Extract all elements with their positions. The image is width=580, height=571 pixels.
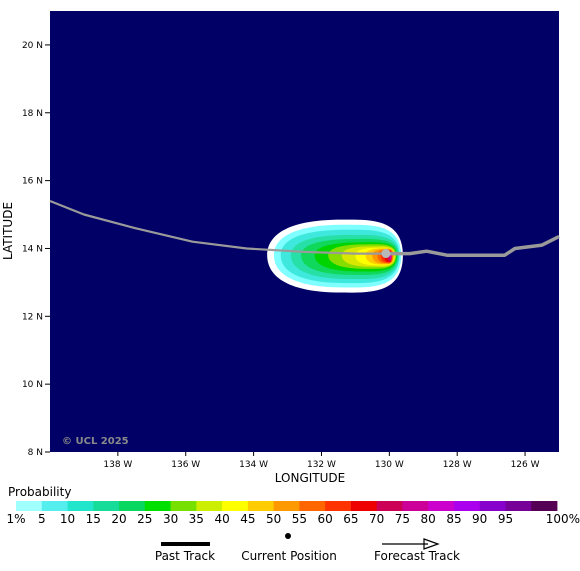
legend-swatch xyxy=(376,501,403,511)
probability-field xyxy=(267,219,403,293)
legend-swatch xyxy=(16,501,43,511)
longitude-ticks: 138 W 136 W 134 W 132 W 130 W 128 W 126 W xyxy=(103,452,540,470)
lon-tick-label: 132 W xyxy=(307,460,336,470)
legend-swatch xyxy=(299,501,326,511)
map-panel: © UCL 2025 xyxy=(49,11,560,452)
legend-bin-labels: 1% 5 10 15 20 25 30 35 40 45 50 55 60 65 70 75 80 85 90 95 1… xyxy=(6,512,580,526)
legend-bin-label: 70 xyxy=(369,512,384,526)
legend-bin-label: 25 xyxy=(137,512,152,526)
lon-tick-label: 134 W xyxy=(239,460,268,470)
legend-bin-label: 100% xyxy=(546,512,580,526)
lat-tick-label: 14 N xyxy=(22,244,43,254)
lon-tick-label: 138 W xyxy=(103,460,132,470)
legend-swatch xyxy=(41,501,68,511)
copyright-credit: © UCL 2025 xyxy=(62,436,129,447)
legend-bin-label: 65 xyxy=(343,512,358,526)
legend-swatch xyxy=(144,501,171,511)
legend-swatch xyxy=(505,501,532,511)
latitude-ticks: 8 N 10 N 12 N 14 N 16 N 18 N 20 N xyxy=(22,41,50,458)
legend-swatch xyxy=(350,501,378,511)
legend-bin-label: 35 xyxy=(189,512,204,526)
forecast-track-label: Forecast Track xyxy=(374,549,460,563)
legend-bin-label: 20 xyxy=(111,512,126,526)
lat-tick-label: 16 N xyxy=(22,177,43,187)
legend-bin-label: 85 xyxy=(446,512,461,526)
lat-tick-label: 8 N xyxy=(28,448,43,458)
legend-swatch xyxy=(67,501,94,511)
legend-swatch xyxy=(325,501,352,511)
legend-bin-label: 15 xyxy=(86,512,101,526)
forecast-arrow-icon xyxy=(423,538,440,550)
legend-swatch xyxy=(93,501,120,511)
current-position-marker xyxy=(381,249,391,259)
legend-bin-label: 1% xyxy=(6,512,25,526)
legend-bin-label: 90 xyxy=(472,512,487,526)
lat-tick-label: 20 N xyxy=(22,41,43,51)
track-legend: Past Track Current Position Forecast Tra… xyxy=(155,533,460,563)
lat-tick-label: 10 N xyxy=(22,380,43,390)
legend-swatch xyxy=(402,501,429,511)
legend-bin-label: 30 xyxy=(163,512,178,526)
legend-swatch xyxy=(453,501,481,511)
legend-swatch xyxy=(273,501,300,511)
legend-bin-label: 60 xyxy=(317,512,332,526)
legend-bin-label: 95 xyxy=(498,512,513,526)
lon-tick-label: 130 W xyxy=(375,460,404,470)
legend-swatch xyxy=(119,501,146,511)
legend-swatch xyxy=(428,501,455,511)
legend-bin-label: 80 xyxy=(421,512,436,526)
current-position-symbol xyxy=(285,533,291,539)
lat-tick-label: 12 N xyxy=(22,312,43,322)
storm-track xyxy=(49,199,560,257)
y-axis-title: LATITUDE xyxy=(1,202,15,260)
legend-swatch xyxy=(170,501,197,511)
lat-tick-label: 18 N xyxy=(22,109,43,119)
past-track-label: Past Track xyxy=(155,549,215,563)
legend-bin-label: 75 xyxy=(395,512,410,526)
lon-tick-label: 128 W xyxy=(443,460,472,470)
current-position-label: Current Position xyxy=(241,549,337,563)
legend-swatch xyxy=(222,501,249,511)
legend-bin-label: 50 xyxy=(266,512,281,526)
legend-color-scale xyxy=(16,501,558,511)
legend-swatch xyxy=(531,501,558,511)
x-axis-title: LONGITUDE xyxy=(275,471,345,485)
legend-bin-label: 5 xyxy=(38,512,46,526)
legend-bin-label: 40 xyxy=(214,512,229,526)
legend-bin-label: 45 xyxy=(240,512,255,526)
legend-swatch xyxy=(247,501,275,511)
legend-swatch xyxy=(196,501,223,511)
probability-legend: Probability 1% 5 10 15 20 25 30 35 40 45 50 55 60 65 7… xyxy=(6,485,580,526)
lon-tick-label: 136 W xyxy=(171,460,200,470)
lon-tick-label: 126 W xyxy=(511,460,540,470)
legend-bin-label: 10 xyxy=(60,512,75,526)
forecast-track-line-map xyxy=(385,235,560,257)
legend-bin-label: 55 xyxy=(292,512,307,526)
legend-swatch xyxy=(479,501,506,511)
legend-title: Probability xyxy=(8,485,71,499)
